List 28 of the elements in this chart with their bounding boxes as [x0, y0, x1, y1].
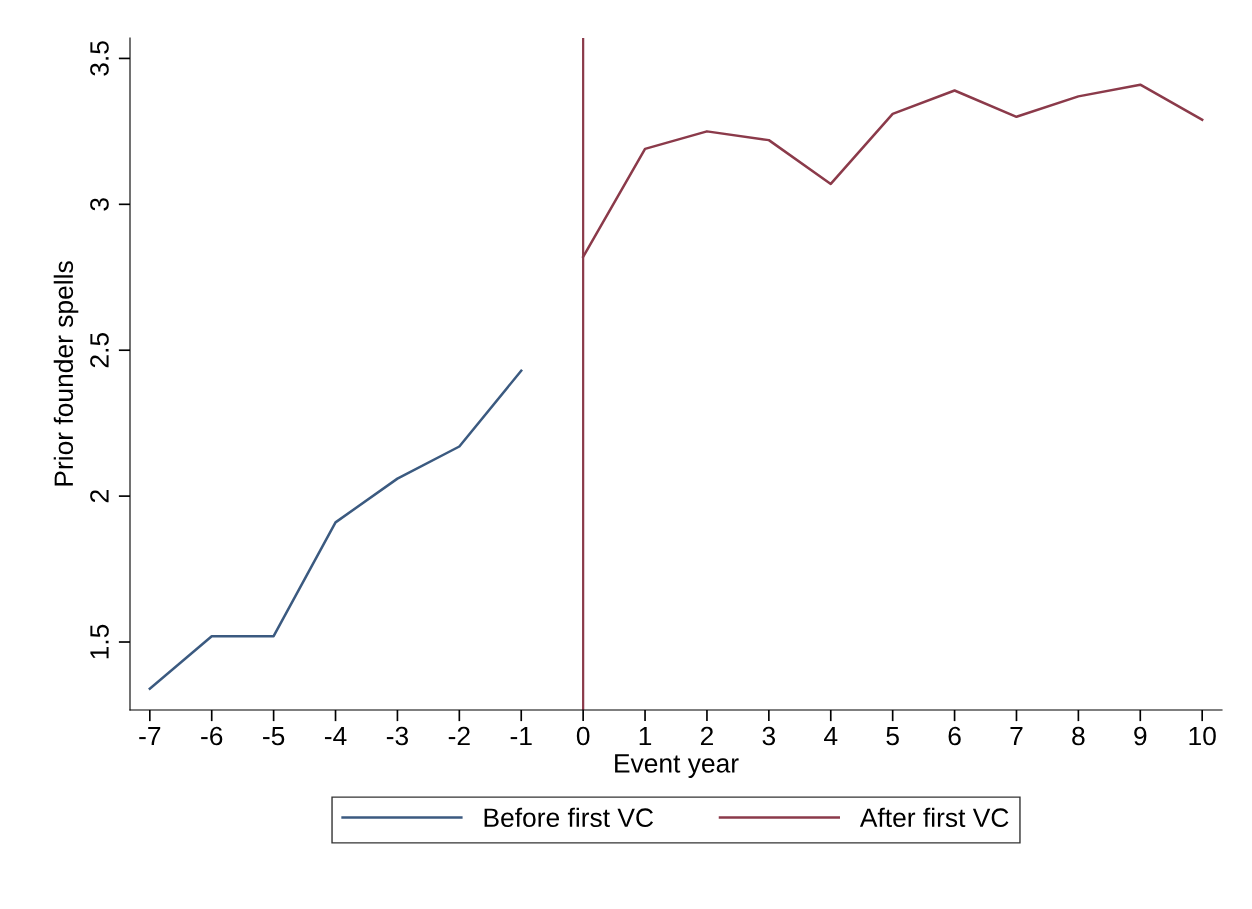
legend-label: Before first VC — [484, 807, 654, 828]
x-tick-label: 5 — [886, 726, 899, 746]
x-tick-label: 6 — [948, 726, 961, 746]
legend-label: After first VC — [859, 807, 1009, 828]
x-tick-label: -2 — [448, 726, 470, 746]
line-series — [148, 369, 523, 690]
x-tick-label: 7 — [1010, 726, 1023, 746]
x-tick-label: 9 — [1134, 726, 1147, 746]
x-tick-label: -1 — [510, 726, 532, 746]
x-tick-label: 10 — [1189, 726, 1216, 746]
x-tick-label: -4 — [324, 726, 347, 746]
x-tick-label: -6 — [201, 726, 223, 746]
y-axis-title: Prior founder spells — [53, 261, 79, 486]
x-tick-label: 1 — [639, 726, 652, 746]
x-tick-label: 4 — [824, 726, 838, 746]
y-tick-label: 3 — [90, 198, 109, 211]
y-tick-label: 2.5 — [90, 332, 109, 368]
x-tick-label: 8 — [1072, 726, 1085, 746]
x-axis-title: Event year — [615, 754, 739, 778]
x-tick-label: -7 — [139, 726, 161, 746]
y-tick-label: 2 — [90, 490, 109, 503]
x-tick-label: -3 — [386, 726, 408, 746]
x-tick-label: 3 — [762, 726, 776, 746]
y-tick-label: 1.5 — [90, 624, 109, 659]
x-tick-label: -5 — [263, 726, 285, 746]
x-tick-label: 2 — [700, 726, 713, 746]
x-tick-label: 0 — [576, 726, 590, 746]
y-tick-label: 3.5 — [90, 41, 109, 76]
